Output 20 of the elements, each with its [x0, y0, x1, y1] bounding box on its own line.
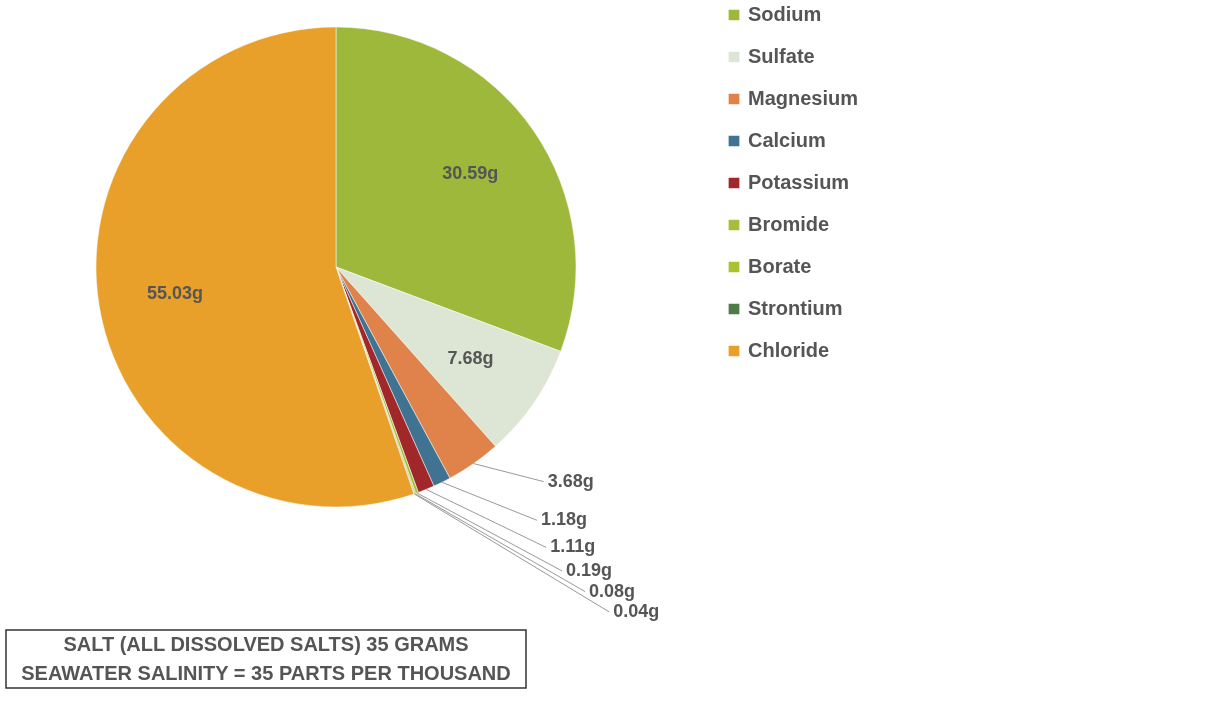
data-label: 7.68g	[447, 348, 494, 369]
data-label: 0.04g	[613, 600, 660, 621]
legend-label: Calcium	[748, 129, 826, 151]
data-label: 0.08g	[589, 580, 636, 601]
data-label: 30.59g	[442, 163, 499, 184]
legend-label: Bromide	[748, 213, 830, 235]
legend-label: Magnesium	[748, 87, 859, 109]
data-label: 55.03g	[147, 282, 204, 303]
data-label: 1.11g	[550, 536, 596, 557]
legend-label: Sulfate	[748, 45, 815, 67]
legend-label: Strontium	[748, 297, 843, 319]
legend-label: Potassium	[748, 171, 850, 193]
legend-label: Borate	[748, 255, 812, 277]
data-label: 3.68g	[547, 470, 594, 491]
legend-label: Sodium	[748, 3, 822, 25]
text: SALT (ALL DISSOLVED SALTS) 35 GRAMS	[63, 632, 469, 655]
data-label: 1.18g	[541, 509, 588, 530]
legend-label: Chloride	[748, 339, 830, 361]
text: SEAWATER SALINITY = 35 PARTS PER THOUSAND	[21, 661, 511, 684]
data-label: 0.19g	[565, 559, 613, 580]
